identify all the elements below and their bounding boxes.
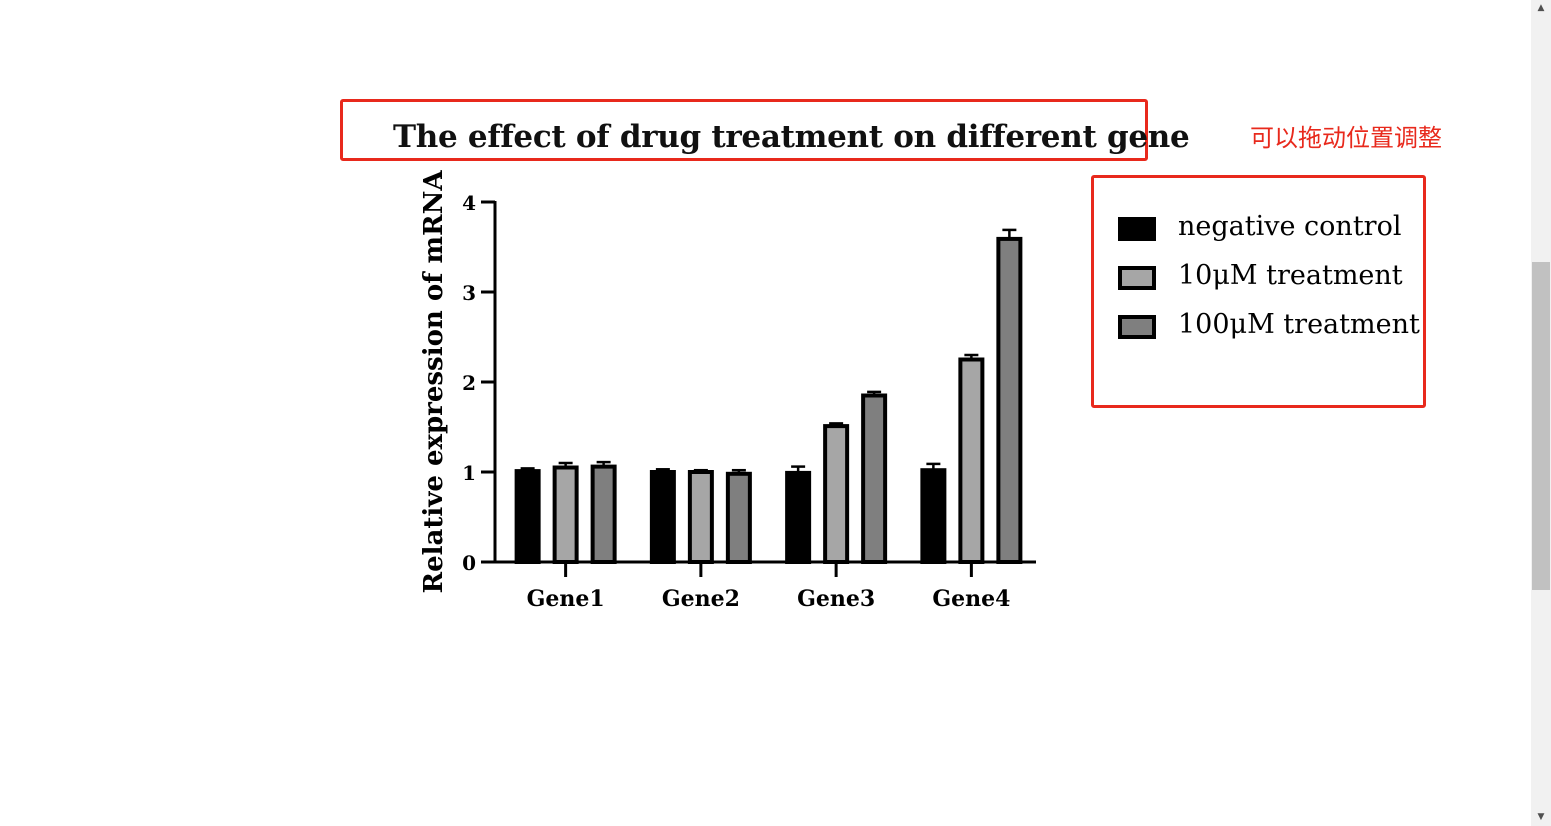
bar	[823, 424, 850, 564]
legend-label: negative control	[1178, 211, 1402, 242]
scrollbar-thumb[interactable]	[1532, 262, 1550, 590]
y-tick-label: 0	[462, 551, 476, 575]
bar	[687, 470, 714, 564]
bar	[725, 471, 752, 564]
y-axis-label-group: Relative expression of mRNA	[419, 170, 449, 594]
legend-label: 100μM treatment	[1178, 309, 1420, 340]
chart-title: The effect of drug treatment on differen…	[393, 119, 1190, 155]
bar	[958, 357, 985, 564]
title-highlight-box[interactable]	[340, 99, 1148, 161]
triangle-down-icon[interactable]: ▼	[1537, 812, 1545, 822]
bar	[552, 465, 579, 564]
legend-swatch-100um-treatment	[1118, 315, 1156, 339]
y-tick-label: 3	[462, 281, 476, 305]
x-tick-label: Gene3	[797, 586, 875, 612]
triangle-up-icon[interactable]: ▲	[1537, 3, 1545, 13]
x-tick-label: Gene2	[662, 586, 740, 612]
legend-swatch-10um-treatment	[1118, 266, 1156, 290]
bar	[861, 393, 888, 564]
x-tick-label: Gene4	[932, 586, 1010, 612]
y-axis-label: Relative expression of mRNA	[419, 170, 449, 594]
bar	[920, 468, 947, 565]
bar	[514, 469, 541, 565]
vertical-scrollbar[interactable]: ▲ ▼	[1531, 0, 1551, 826]
bar	[649, 470, 676, 564]
y-tick-label: 2	[462, 371, 476, 395]
legend-label: 10μM treatment	[1178, 260, 1403, 291]
drag-hint-note: 可以拖动位置调整	[1250, 124, 1442, 152]
bar	[785, 470, 812, 564]
bar	[996, 236, 1023, 564]
plot-area: 0 1 2 3 4 Gene1 Gene2 Gene3 Gene4	[462, 191, 1036, 612]
x-tick-label: Gene1	[527, 586, 605, 612]
y-tick-label: 4	[462, 191, 476, 215]
legend[interactable]	[1091, 175, 1426, 408]
bar	[590, 464, 617, 565]
legend-swatch-negative-control	[1118, 217, 1156, 241]
y-tick-label: 1	[462, 461, 476, 485]
